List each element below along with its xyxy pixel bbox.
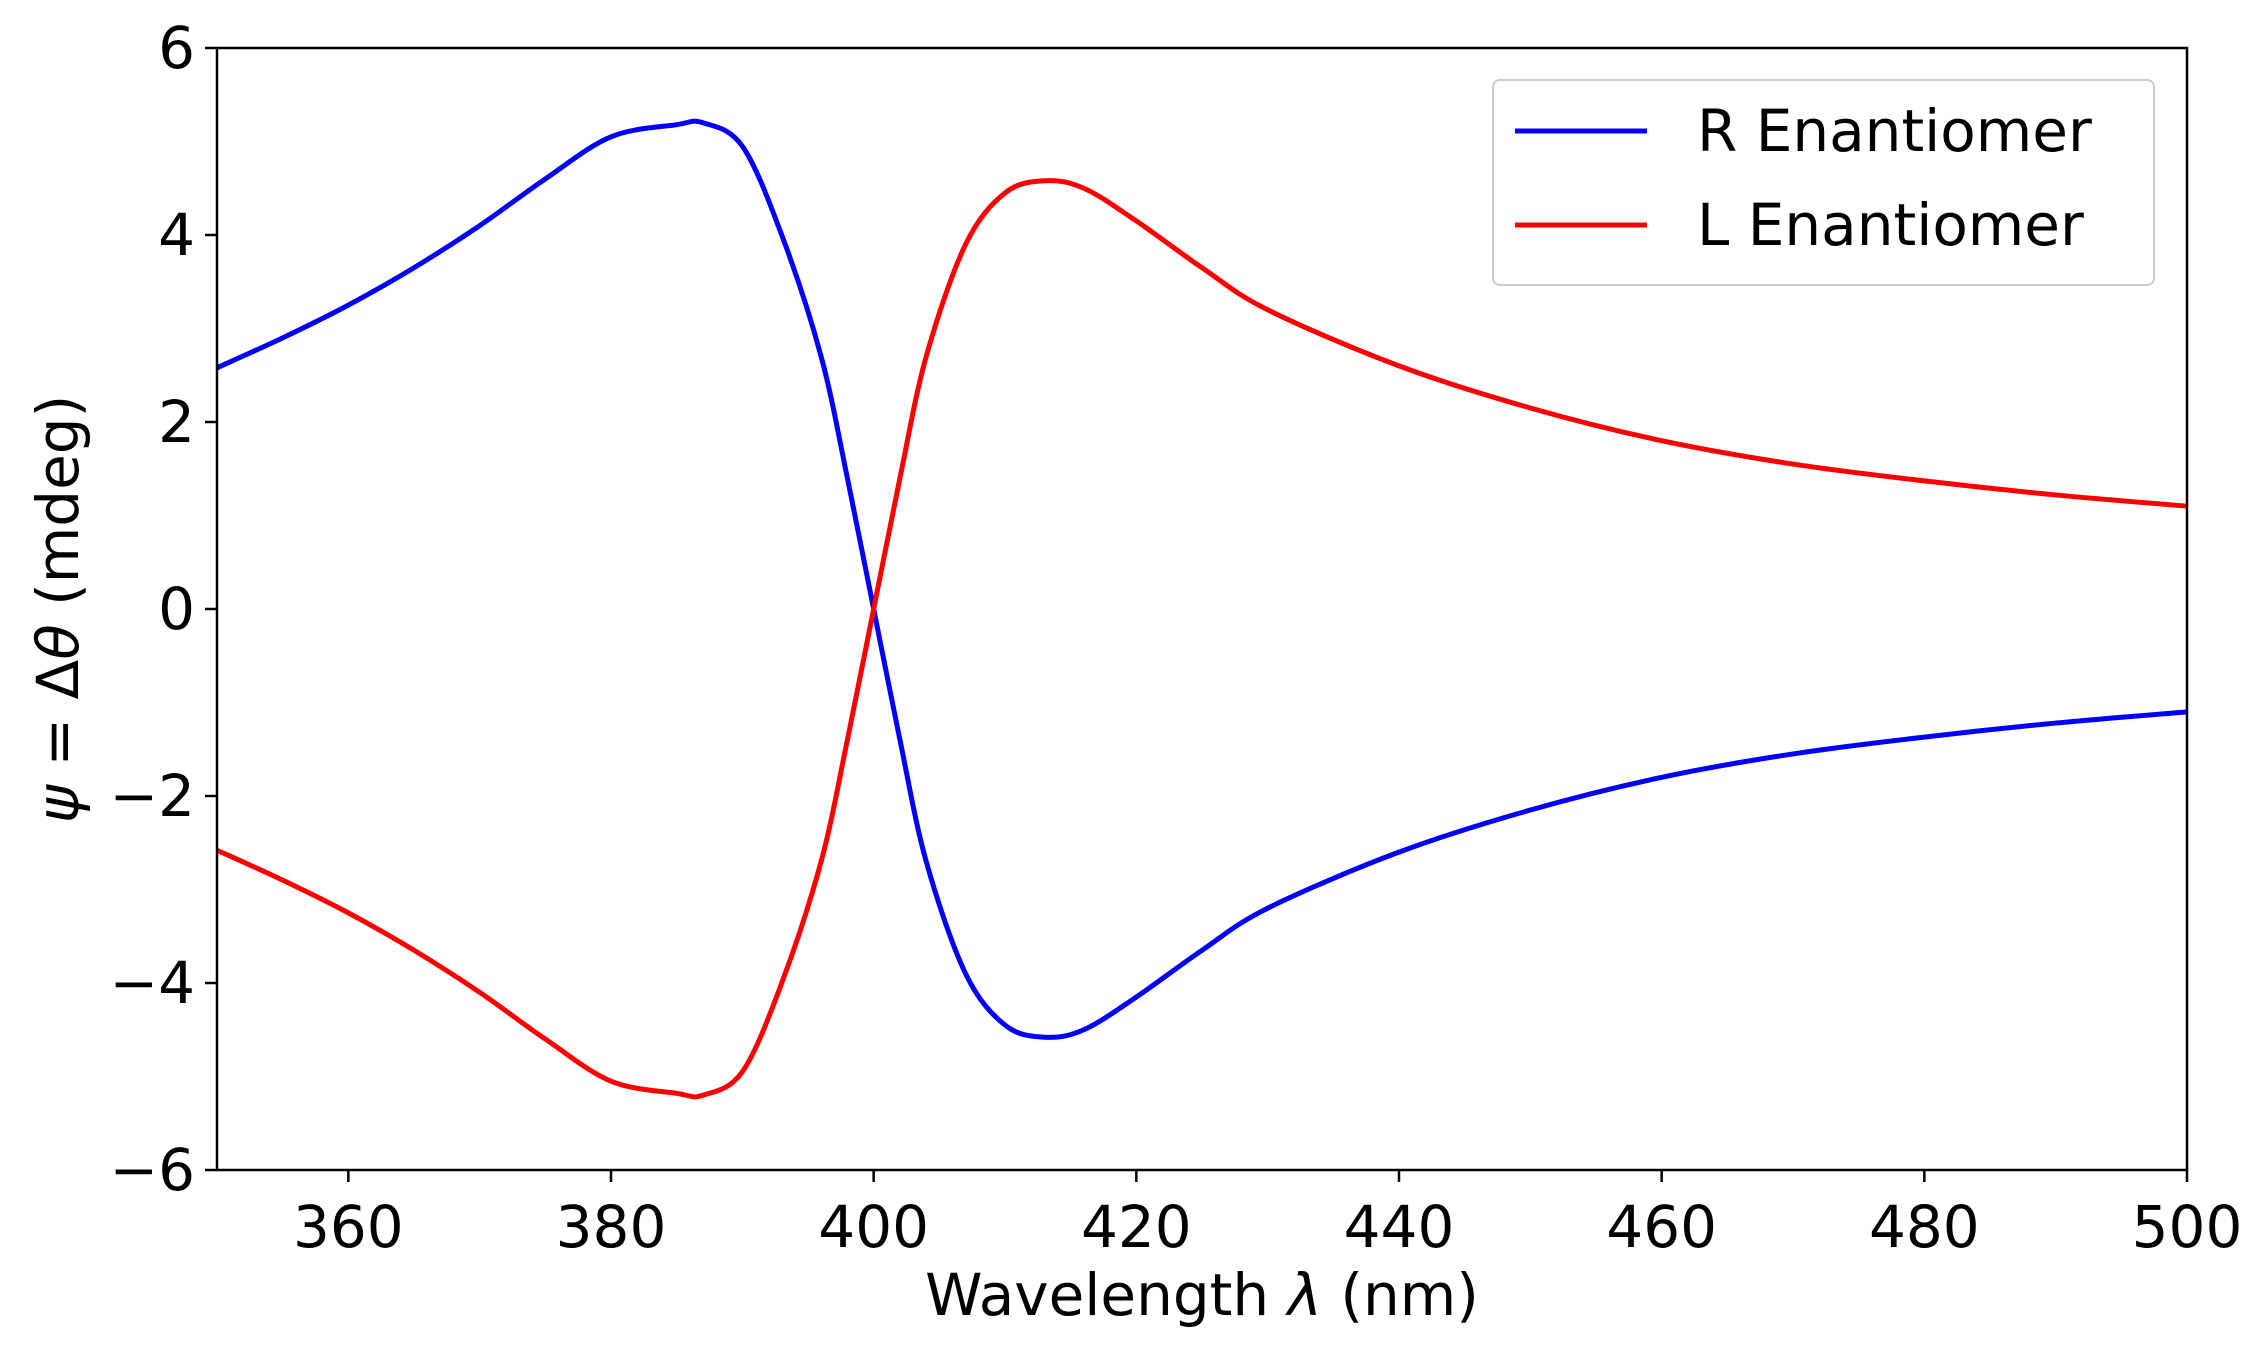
x-tick-label-500: 500 [2132,1193,2243,1261]
x-axis-label-symbol: λ [1285,1261,1322,1329]
y-tick-label--4: −4 [110,949,196,1017]
y-axis-label: ψ = Δθ (mdeg) [24,395,92,823]
x-axis-label-text: Wavelength [925,1261,1288,1329]
y-axis-label-theta: θ [24,624,92,660]
x-tick-label-460: 460 [1606,1193,1717,1261]
y-axis-label-unit: (mdeg) [24,395,92,625]
legend: R Enantiomer L Enantiomer [1492,79,2155,286]
y-tick-label--2: −2 [110,762,196,830]
series-layer [215,118,2188,1100]
x-axis-label-unit: (nm) [1322,1261,1479,1329]
x-tick-label-380: 380 [556,1193,667,1261]
legend-label-l-enantiomer: L Enantiomer [1697,191,2084,259]
y-axis-label-eq: = Δ [24,659,92,784]
x-tick-label-360: 360 [293,1193,404,1261]
y-tick-label--6: −6 [110,1136,196,1204]
y-axis-label-psi: ψ [24,783,92,823]
y-tick-label-0: 0 [158,575,195,643]
legend-box [1492,79,2155,286]
series-line-r-enantiomer [215,118,2188,1040]
y-tick-label-2: 2 [158,388,195,456]
y-tick-label-4: 4 [158,201,195,269]
x-tick-label-420: 420 [1081,1193,1192,1261]
y-axis-ticks: −6 −4 −2 0 2 4 6 [110,14,217,1204]
x-tick-label-480: 480 [1869,1193,1980,1261]
x-axis-ticks: 360 380 400 420 440 460 480 500 [293,1170,2242,1261]
legend-label-r-enantiomer: R Enantiomer [1697,97,2092,165]
x-tick-label-400: 400 [818,1193,929,1261]
x-tick-label-440: 440 [1344,1193,1455,1261]
series-line-l-enantiomer [215,178,2188,1100]
x-axis-label: Wavelength λ (nm) [925,1261,1479,1329]
y-tick-label-6: 6 [158,14,195,82]
